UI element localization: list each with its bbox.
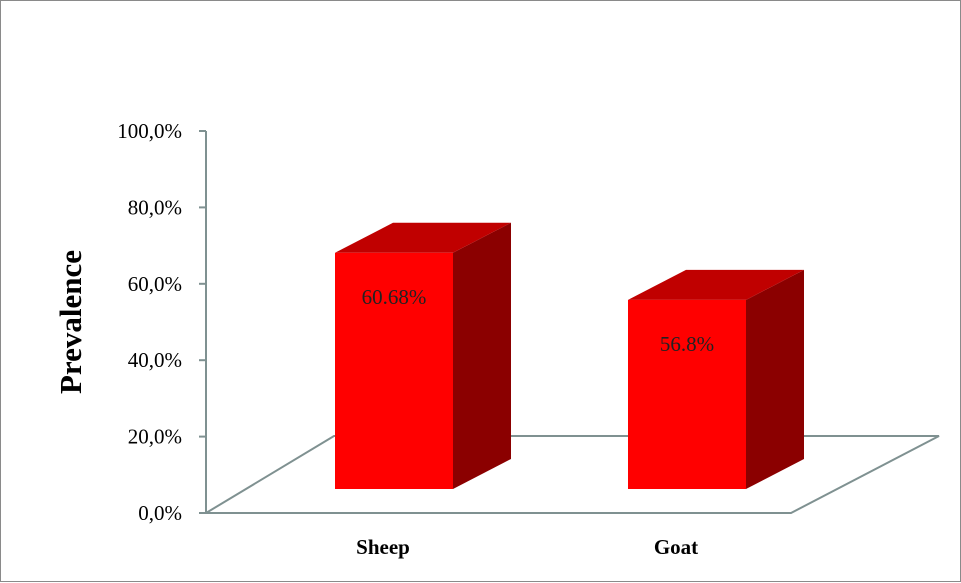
y-tick-label: 40,0%	[128, 348, 182, 372]
x-tick-label: Goat	[654, 535, 698, 559]
y-tick-label: 0,0%	[138, 501, 182, 525]
chart-axes	[199, 130, 940, 514]
bar-front-face	[628, 299, 746, 489]
y-tick-label: 60,0%	[128, 272, 182, 296]
bar-front-face	[335, 252, 453, 489]
y-tick-label: 20,0%	[128, 425, 182, 449]
bar-top-face	[335, 222, 511, 253]
bar-goat	[628, 269, 804, 489]
bar-sheep	[335, 222, 511, 489]
chart-bars	[335, 222, 804, 489]
bar-side-face	[746, 269, 804, 489]
y-tick-label: 80,0%	[128, 195, 182, 219]
chart-labels: 0,0% 20,0% 40,0% 60,0% 80,0% 100,0% 60.68% Shee…	[117, 119, 714, 559]
data-label: 56.8%	[660, 332, 714, 356]
data-label: 60.68%	[362, 285, 427, 309]
bar-side-face	[453, 222, 511, 489]
y-tick-label: 100,0%	[117, 119, 182, 143]
x-tick-label: Sheep	[356, 535, 410, 559]
bar-top-face	[628, 269, 804, 300]
chart-floor	[202, 435, 940, 514]
y-axis-title: Prevalence	[53, 250, 88, 394]
